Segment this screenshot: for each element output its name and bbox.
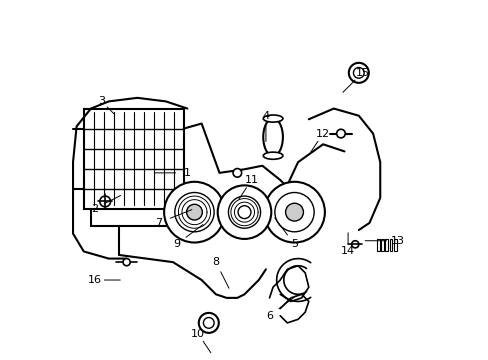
Circle shape [228, 196, 260, 228]
Circle shape [123, 258, 130, 266]
Circle shape [264, 182, 324, 243]
Circle shape [233, 168, 241, 177]
Circle shape [274, 193, 313, 232]
Circle shape [198, 313, 218, 333]
Circle shape [175, 193, 214, 232]
FancyBboxPatch shape [380, 239, 383, 251]
Text: 10: 10 [191, 329, 204, 339]
Text: 13: 13 [390, 236, 404, 246]
Text: 2: 2 [91, 203, 98, 213]
Text: 12: 12 [315, 129, 329, 139]
Circle shape [353, 67, 364, 78]
Circle shape [203, 318, 214, 328]
FancyBboxPatch shape [376, 239, 379, 251]
Text: 15: 15 [355, 68, 368, 78]
Circle shape [100, 196, 110, 207]
Circle shape [238, 206, 250, 219]
Text: 8: 8 [212, 257, 219, 267]
Text: 5: 5 [290, 239, 297, 249]
Text: 6: 6 [265, 311, 272, 321]
Circle shape [164, 182, 224, 243]
FancyBboxPatch shape [83, 109, 183, 208]
Circle shape [217, 185, 271, 239]
Text: 3: 3 [98, 96, 105, 107]
Text: 1: 1 [183, 168, 190, 178]
Text: 14: 14 [340, 247, 354, 256]
Text: 16: 16 [87, 275, 101, 285]
Ellipse shape [263, 115, 283, 122]
Text: 4: 4 [262, 111, 269, 121]
Text: 9: 9 [173, 239, 180, 249]
FancyBboxPatch shape [393, 239, 396, 251]
Ellipse shape [263, 152, 283, 159]
FancyBboxPatch shape [389, 239, 391, 251]
Text: 7: 7 [155, 218, 162, 228]
Text: 11: 11 [244, 175, 258, 185]
Circle shape [351, 241, 358, 248]
Circle shape [285, 203, 303, 221]
FancyBboxPatch shape [385, 239, 387, 251]
Circle shape [348, 63, 368, 83]
Ellipse shape [263, 118, 283, 156]
Circle shape [186, 204, 202, 220]
Circle shape [336, 129, 345, 138]
FancyBboxPatch shape [86, 109, 102, 120]
